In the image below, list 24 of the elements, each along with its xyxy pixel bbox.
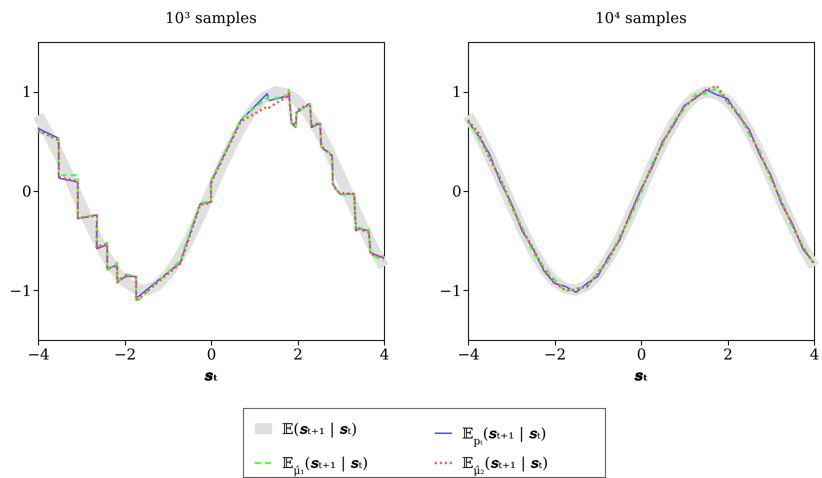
y-tick-label: 0 [452,182,462,200]
legend-label: 𝔼(𝒔ₜ₊₁ | 𝒔ₜ) [282,420,358,438]
x-tick-label: 4 [380,346,390,364]
x-tick-label: −2 [544,346,566,364]
y-tick-label: 0 [22,182,32,200]
y-tick-label: −1 [439,282,462,300]
chart-title: 10³ samples [165,9,257,27]
x-tick-label: −4 [457,346,480,364]
y-tick-label: 1 [22,83,32,102]
x-tick-label: 0 [636,346,646,364]
x-tick-label: 2 [723,346,733,364]
x-axis-title: 𝒔ₜ [204,366,218,384]
x-axis-title: 𝒔ₜ [634,366,648,384]
legend-label: 𝔼$_{μ̂₂}$(𝒔ₜ₊₁ | 𝒔ₜ) [462,454,548,477]
x-tick-label: −2 [114,346,136,364]
legend-label: 𝔼$_{μ̂₁}$(𝒔ₜ₊₁ | 𝒔ₜ) [282,454,368,477]
x-tick-label: 4 [810,346,820,364]
x-tick-label: 0 [206,346,216,364]
x-tick-label: −4 [27,346,50,364]
chart-title: 10⁴ samples [595,9,687,27]
legend-label: 𝔼$_{pₜ}$(𝒔ₜ₊₁ | 𝒔ₜ) [462,424,546,448]
y-tick-label: −1 [9,282,32,300]
y-tick-label: 1 [452,83,462,102]
x-tick-label: 2 [293,346,303,364]
